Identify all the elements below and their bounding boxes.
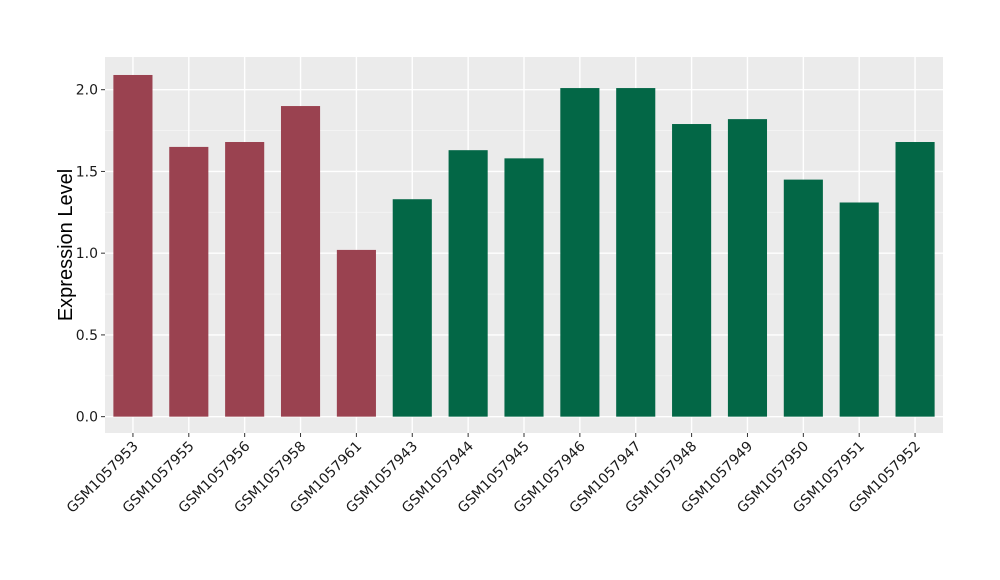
y-axis: 0.0 0.5 1.0 1.5 2.0: [76, 83, 105, 426]
bar: [169, 146, 209, 417]
y-tick-label: 0.5: [76, 328, 98, 344]
y-tick-label: 1.0: [76, 246, 98, 262]
bar: [392, 199, 432, 417]
bar: [839, 202, 879, 417]
bar: [727, 119, 768, 417]
bar: [672, 124, 712, 417]
bars: [113, 74, 935, 417]
bar: [895, 142, 935, 417]
y-axis-title: Expression Level: [55, 169, 77, 321]
y-tick-label: 0.0: [76, 410, 98, 426]
y-tick-label: 1.5: [76, 164, 98, 180]
bar: [448, 150, 488, 417]
bar: [504, 158, 544, 417]
y-tick-label: 2.0: [76, 83, 98, 99]
bar: [783, 179, 823, 417]
bar: [113, 74, 153, 417]
bar: [616, 88, 656, 417]
bar: [225, 142, 265, 417]
bar: [280, 106, 321, 417]
bar: [560, 88, 600, 417]
x-axis: GSM1057953GSM1057955GSM1057956GSM1057958…: [64, 433, 924, 516]
bar: [336, 249, 376, 417]
